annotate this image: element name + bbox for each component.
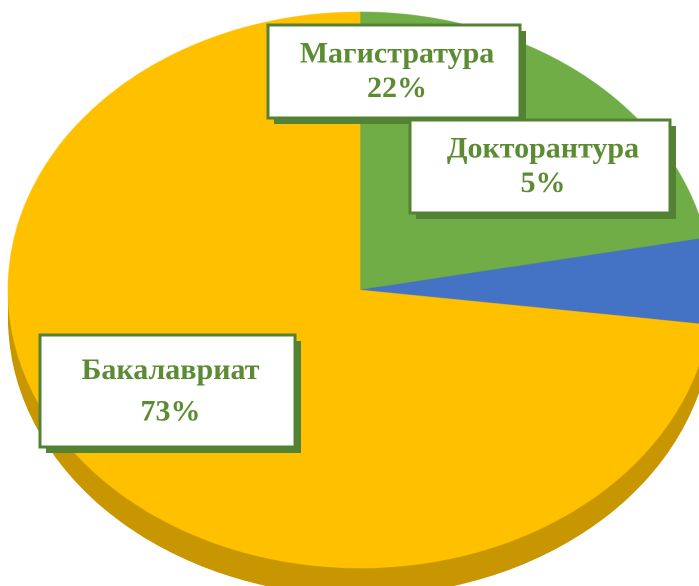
value-label: 5% (521, 166, 566, 199)
value-label: 22% (367, 71, 427, 104)
label-box (38, 333, 297, 449)
value-label: 73% (141, 394, 201, 427)
slice (359, 238, 699, 325)
label-box (408, 118, 672, 215)
category-label: Докторантура (447, 132, 639, 165)
category-label: Бакалавриат (82, 353, 260, 386)
category-label: Магистратура (300, 37, 495, 70)
label-box (266, 23, 522, 120)
